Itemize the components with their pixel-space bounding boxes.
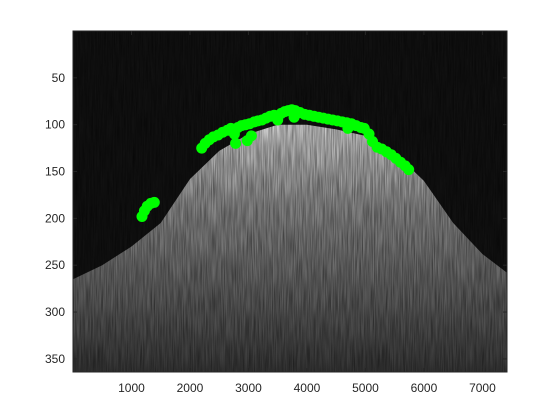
x-tick-label-2: 3000 [235, 381, 262, 395]
x-tick-label-6: 7000 [469, 381, 496, 395]
x-axis: 1000 2000 3000 4000 5000 6000 7000 [118, 31, 496, 395]
detected-boundary-markers [136, 104, 415, 222]
boundary-point-0-14 [230, 137, 242, 149]
y-tick-label-1: 100 [45, 118, 65, 132]
plot-area [73, 31, 507, 372]
y-tick-label-3: 200 [45, 211, 65, 225]
y-tick-label-5: 300 [45, 305, 65, 319]
boundary-point-0-59 [403, 164, 415, 176]
boundary-point-0-20 [245, 130, 257, 142]
image-speckle-texture [73, 31, 507, 372]
x-tick-label-5: 6000 [411, 381, 438, 395]
boundary-point-0-4 [148, 196, 160, 208]
y-axis: 50 100 150 200 250 300 350 [45, 71, 507, 366]
y-tick-label-6: 350 [45, 352, 65, 366]
y-tick-label-4: 250 [45, 258, 65, 272]
y-tick-label-2: 150 [45, 165, 65, 179]
x-tick-label-3: 4000 [294, 381, 321, 395]
x-tick-label-0: 1000 [118, 381, 145, 395]
x-tick-label-4: 5000 [352, 381, 379, 395]
x-tick-label-1: 2000 [177, 381, 204, 395]
y-tick-label-0: 50 [52, 71, 66, 85]
axes-box [72, 30, 508, 373]
